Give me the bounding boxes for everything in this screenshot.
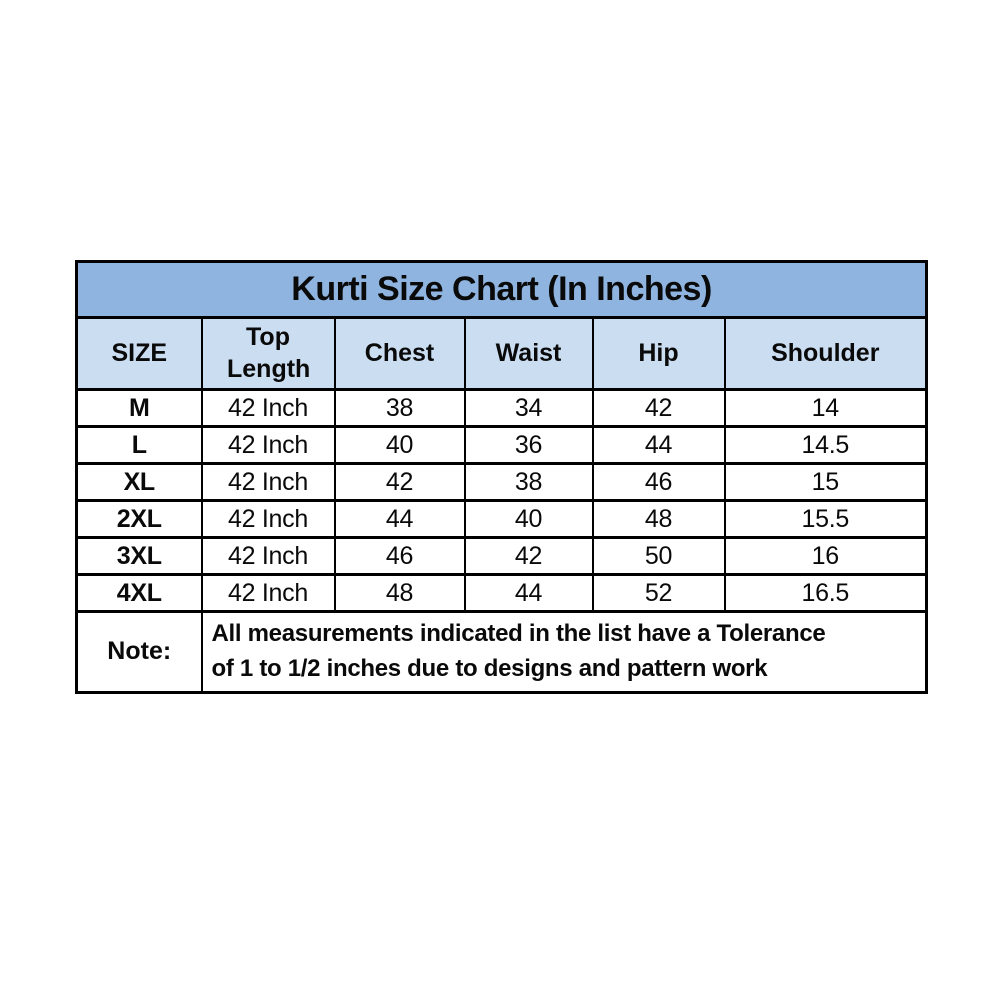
size-row-XL: XL 42 Inch 42 38 46 15 xyxy=(75,462,928,502)
waist-cell: 40 xyxy=(463,499,594,539)
size-row-3XL: 3XL 42 Inch 46 42 50 16 xyxy=(75,536,928,576)
note-label: Note: xyxy=(75,610,203,694)
column-header-size: SIZE xyxy=(75,316,203,391)
waist-cell: 42 xyxy=(463,536,594,576)
column-header-chest-label: Chest xyxy=(364,338,435,367)
title-row: Kurti Size Chart (In Inches) xyxy=(75,260,928,319)
size-row-M: M 42 Inch 38 34 42 14 xyxy=(75,388,928,428)
column-header-chest: Chest xyxy=(333,316,466,391)
chest-cell: 42 xyxy=(333,462,466,502)
hip-cell: 52 xyxy=(591,573,726,613)
shoulder-cell: 15.5 xyxy=(723,499,928,539)
top-length-cell: 42 Inch xyxy=(200,536,336,576)
header-row: SIZE Top Length Chest Waist Hip Shoulder xyxy=(75,316,928,391)
column-header-top-length: Top Length xyxy=(200,316,336,391)
top-length-cell: 42 Inch xyxy=(200,499,336,539)
hip-cell: 50 xyxy=(591,536,726,576)
chest-cell: 46 xyxy=(333,536,466,576)
table-title: Kurti Size Chart (In Inches) xyxy=(75,260,928,319)
size-cell: 4XL xyxy=(75,573,203,613)
table-foot: Note: All measurements indicated in the … xyxy=(75,610,928,694)
column-header-top-length-label: Top Length xyxy=(227,323,311,383)
size-cell: L xyxy=(75,425,203,465)
note-row: Note: All measurements indicated in the … xyxy=(75,610,928,694)
hip-cell: 48 xyxy=(591,499,726,539)
shoulder-cell: 14.5 xyxy=(723,425,928,465)
size-row-4XL: 4XL 42 Inch 48 44 52 16.5 xyxy=(75,573,928,613)
note-text: All measurements indicated in the list h… xyxy=(200,610,928,694)
size-row-2XL: 2XL 42 Inch 44 40 48 15.5 xyxy=(75,499,928,539)
chest-cell: 38 xyxy=(333,388,466,428)
waist-cell: 44 xyxy=(463,573,594,613)
note-text-line-2: of 1 to 1/2 inches due to designs and pa… xyxy=(211,654,768,682)
shoulder-cell: 16 xyxy=(723,536,928,576)
chest-cell: 44 xyxy=(333,499,466,539)
table-head: Kurti Size Chart (In Inches) SIZE Top Le… xyxy=(75,260,928,391)
waist-cell: 38 xyxy=(463,462,594,502)
shoulder-cell: 16.5 xyxy=(723,573,928,613)
column-header-waist: Waist xyxy=(463,316,594,391)
top-length-cell: 42 Inch xyxy=(200,388,336,428)
column-header-shoulder-label: Shoulder xyxy=(771,338,880,367)
size-row-L: L 42 Inch 40 36 44 14.5 xyxy=(75,425,928,465)
column-header-shoulder: Shoulder xyxy=(723,316,928,391)
size-cell: 3XL xyxy=(75,536,203,576)
column-header-size-label: SIZE xyxy=(111,338,168,367)
waist-cell: 36 xyxy=(463,425,594,465)
size-chart-table: Kurti Size Chart (In Inches) SIZE Top Le… xyxy=(75,260,929,694)
size-cell: XL xyxy=(75,462,203,502)
hip-cell: 42 xyxy=(591,388,726,428)
note-text-line-1: All measurements indicated in the list h… xyxy=(211,620,826,647)
top-length-cell: 42 Inch xyxy=(200,573,336,613)
column-header-hip-label: Hip xyxy=(638,338,679,367)
column-header-hip: Hip xyxy=(591,316,726,391)
size-cell: M xyxy=(75,388,203,428)
shoulder-cell: 14 xyxy=(723,388,928,428)
top-length-cell: 42 Inch xyxy=(200,462,336,502)
size-cell: 2XL xyxy=(75,499,203,539)
table-body: M 42 Inch 38 34 42 14 L 42 Inch 40 36 44 14.5 XL 42 I… xyxy=(75,388,928,613)
shoulder-cell: 15 xyxy=(723,462,928,502)
chest-cell: 48 xyxy=(333,573,466,613)
column-header-waist-label: Waist xyxy=(495,338,562,367)
hip-cell: 44 xyxy=(591,425,726,465)
top-length-cell: 42 Inch xyxy=(200,425,336,465)
hip-cell: 46 xyxy=(591,462,726,502)
chest-cell: 40 xyxy=(333,425,466,465)
waist-cell: 34 xyxy=(463,388,594,428)
